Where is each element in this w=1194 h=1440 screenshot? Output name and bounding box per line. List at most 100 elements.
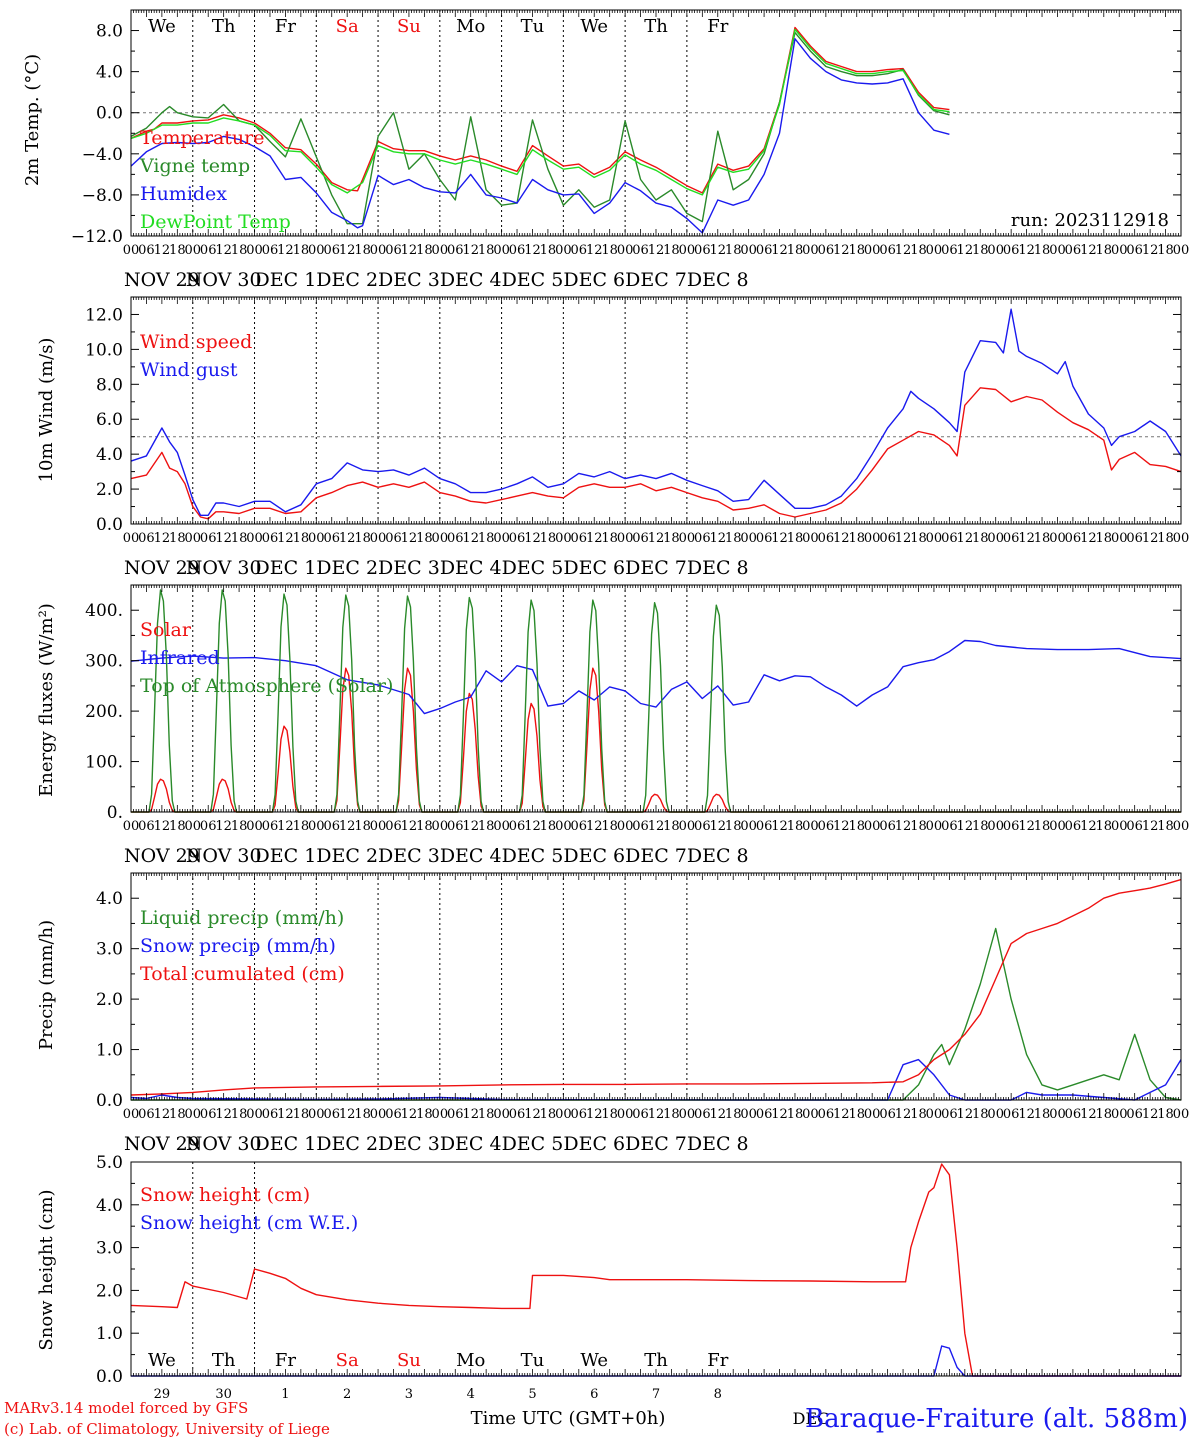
x-hour-label: 06 [200, 819, 217, 834]
weekday-label: We [580, 1350, 608, 1371]
weekday-label: We [148, 1350, 176, 1371]
x-date-label: NOV 29 [124, 269, 200, 291]
x-hour-label: 00 [432, 243, 449, 258]
x-hour-label: 18 [910, 1107, 927, 1122]
weekday-label: Th [212, 1350, 236, 1371]
x-hour-label: 18 [169, 1107, 186, 1122]
weekday-label: Fr [707, 1350, 728, 1371]
x-date-label: DEC 4 [440, 1133, 502, 1155]
x-date-label: DEC 2 [316, 269, 378, 291]
y-tick-label: 4.0 [96, 1196, 123, 1216]
x-hour-label: 00 [308, 243, 325, 258]
x-hour-label: 18 [540, 531, 557, 546]
x-hour-label: 18 [354, 243, 371, 258]
x-hour-label: 06 [879, 243, 896, 258]
x-hour-label: 00 [432, 1107, 449, 1122]
x-hour-label: 18 [478, 243, 495, 258]
x-hour-label: 06 [200, 531, 217, 546]
series-line [130, 26, 950, 194]
x-hour-label: 06 [138, 1107, 155, 1122]
x-hour-label: 12 [648, 1107, 665, 1122]
x-hour-label: 18 [1096, 819, 1113, 834]
legend-entry: Snow height (cm) [140, 1184, 310, 1206]
x-hour-label: 12 [339, 819, 356, 834]
x-hour-label: 12 [462, 819, 479, 834]
credit-line-2: (c) Lab. of Climatology, University of L… [4, 1420, 330, 1438]
x-hour-label: 00 [370, 243, 387, 258]
x-hour-label: 12 [524, 1107, 541, 1122]
x-hour-label: 06 [879, 819, 896, 834]
x-hour-label: 00 [493, 819, 510, 834]
x-hour-label: 18 [787, 819, 804, 834]
x-hour-label: 12 [957, 1107, 974, 1122]
y-tick-label: 12.0 [85, 305, 123, 325]
x-hour-label: 12 [957, 243, 974, 258]
x-hour-label: 00 [926, 819, 943, 834]
x-hour-label: 18 [293, 819, 310, 834]
x-hour-label: 00 [802, 1107, 819, 1122]
x-hour-label: 06 [756, 1107, 773, 1122]
weekday-label: Sa [336, 1350, 359, 1371]
x-hour-label: 12 [586, 243, 603, 258]
x-hour-label: 06 [694, 1107, 711, 1122]
month-label: DEC [793, 1409, 830, 1428]
x-hour-label: 12 [462, 243, 479, 258]
x-hour-label: 12 [771, 531, 788, 546]
x-hour-label: 12 [1080, 531, 1097, 546]
x-hour-label: 00 [123, 531, 140, 546]
x-hour-label: 06 [756, 819, 773, 834]
x-hour-label: 12 [648, 531, 665, 546]
legend-entry: DewPoint Temp [140, 211, 291, 233]
legend-entry: Total cumulated (cm) [140, 963, 345, 985]
x-hour-label: 00 [802, 243, 819, 258]
x-hour-label: 12 [401, 531, 418, 546]
x-hour-label: 00 [740, 1107, 757, 1122]
x-hour-label: 00 [246, 1107, 263, 1122]
y-tick-label: 200. [85, 702, 123, 722]
x-hour-label: 00 [123, 243, 140, 258]
x-hour-label: 18 [354, 1107, 371, 1122]
x-hour-label: 00 [1049, 243, 1066, 258]
x-date-label: DEC 7 [625, 269, 687, 291]
x-hour-label: 18 [663, 1107, 680, 1122]
x-hour-label: 12 [586, 531, 603, 546]
x-hour-label: 12 [401, 819, 418, 834]
x-hour-label: 00 [1111, 243, 1128, 258]
x-hour-label: 06 [1126, 243, 1143, 258]
x-hour-label: 18 [231, 819, 248, 834]
weekday-label: Th [644, 1350, 668, 1371]
x-hour-label: 06 [632, 531, 649, 546]
x-hour-label: 18 [725, 531, 742, 546]
x-hour-label: 06 [262, 819, 279, 834]
x-hour-label: 18 [848, 243, 865, 258]
x-hour-label: 06 [323, 531, 340, 546]
x-hour-label: 18 [231, 243, 248, 258]
x-date-label: DEC 6 [563, 557, 625, 579]
x-hour-label: 06 [138, 243, 155, 258]
x-hour-label: 06 [385, 243, 402, 258]
x-hour-label: 18 [478, 531, 495, 546]
x-hour-label: 06 [200, 243, 217, 258]
x-hour-label: 06 [571, 531, 588, 546]
x-date-label: NOV 29 [124, 1133, 200, 1155]
x-hour-label: 18 [231, 1107, 248, 1122]
x-hour-label: 00 [617, 819, 634, 834]
legend-entry: Snow precip (mm/h) [140, 935, 336, 957]
x-hour-label: 18 [601, 1107, 618, 1122]
plot-frame [130, 296, 1182, 525]
series-line [130, 878, 1182, 1096]
x-hour-label: 06 [262, 531, 279, 546]
x-date-label: DEC 1 [255, 1133, 317, 1155]
x-hour-label: 06 [385, 1107, 402, 1122]
x-hour-label: 00 [1173, 1107, 1190, 1122]
x-hour-label: 18 [416, 819, 433, 834]
x-hour-label: 00 [740, 243, 757, 258]
x-hour-label: 18 [540, 819, 557, 834]
y-tick-label: 2.0 [96, 480, 123, 500]
x-hour-label: 12 [709, 243, 726, 258]
x-hour-label: 12 [895, 531, 912, 546]
x-hour-label: 06 [571, 819, 588, 834]
plot-frame [130, 584, 1182, 813]
y-tick-label: 1.0 [96, 1041, 123, 1061]
x-hour-label: 18 [1157, 1107, 1174, 1122]
